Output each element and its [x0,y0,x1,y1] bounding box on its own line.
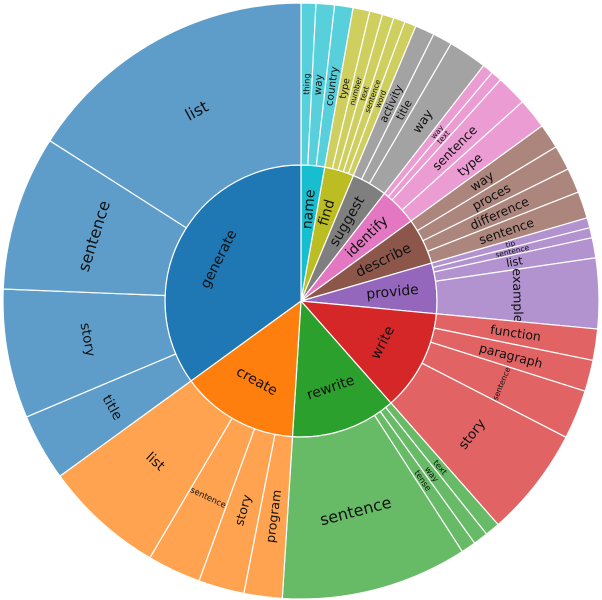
label-find-type: type [338,77,353,100]
label-name-thing: thing [301,73,312,95]
label-provide: provide [366,282,420,303]
label-create-program: program [262,489,284,544]
label-write-function: function [489,322,542,344]
label-name-way: way [312,74,326,96]
segment-generate-list[interactable] [48,2,302,229]
label-provide-example: example [510,268,526,323]
label-name-country: country [323,66,341,107]
label-find: find [316,198,339,228]
segment-rewrite-sentence[interactable] [281,414,464,600]
label-generate-story: story [77,322,99,358]
label-provide-tip: tip [504,238,516,249]
label-name: name [299,189,318,230]
label-provide-list: list [505,254,524,270]
